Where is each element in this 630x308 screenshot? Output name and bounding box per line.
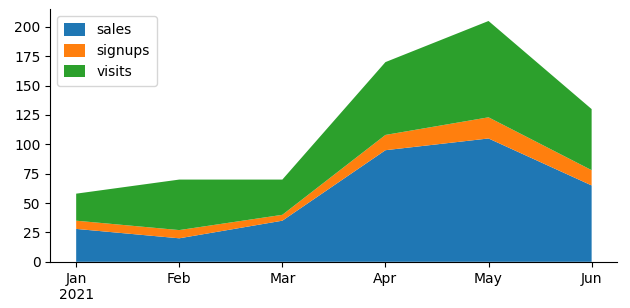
Legend: sales, signups, visits: sales, signups, visits: [57, 16, 156, 86]
